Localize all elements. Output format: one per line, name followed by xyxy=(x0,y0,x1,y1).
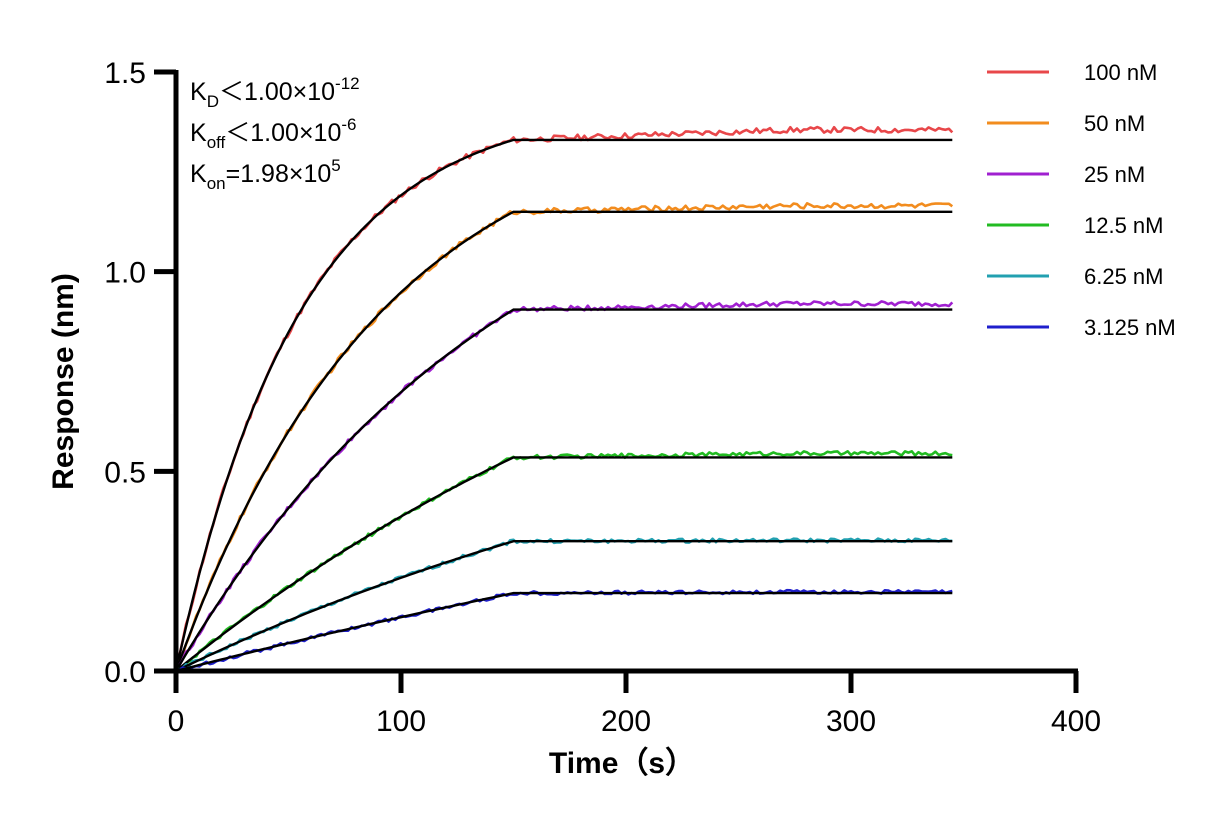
legend-item: 50 nM xyxy=(987,111,1145,136)
kinetics-annotation: Koff＜1.00×10-6 xyxy=(190,115,356,152)
legend-item: 25 nM xyxy=(987,162,1145,187)
legend: 100 nM 50 nM 25 nM 12.5 nM 6.25 nM 3.125 nM xyxy=(987,60,1176,340)
axes-layer: 0 100 200 300 400 0.0 0.5 1.0 1.5 xyxy=(104,57,1101,738)
legend-item: 12.5 nM xyxy=(987,213,1164,238)
legend-label: 6.25 nM xyxy=(1084,264,1164,289)
legend-label: 25 nM xyxy=(1084,162,1145,187)
curves-layer xyxy=(174,125,954,673)
data-series-line xyxy=(175,450,953,673)
fit-line xyxy=(174,308,953,672)
data-series-line xyxy=(174,300,954,672)
fit-line xyxy=(174,210,953,672)
x-tick-label: 200 xyxy=(601,705,651,738)
kinetics-annotation: KD＜1.00×10-12 xyxy=(190,74,360,111)
fit-line xyxy=(175,540,953,673)
legend-label: 3.125 nM xyxy=(1084,315,1176,340)
y-axis-title: Response (nm) xyxy=(47,273,80,490)
y-tick-label: 0.0 xyxy=(104,656,146,689)
x-tick-label: 300 xyxy=(826,705,876,738)
y-tick-label: 1.0 xyxy=(104,257,146,290)
data-series-line xyxy=(175,588,953,673)
legend-label: 12.5 nM xyxy=(1084,213,1164,238)
fit-line xyxy=(175,456,953,672)
data-series-line xyxy=(175,537,953,673)
fit-line xyxy=(174,138,953,672)
x-tick-label: 100 xyxy=(376,705,426,738)
data-series-line xyxy=(174,202,954,672)
data-series-line xyxy=(174,125,954,672)
fit-line xyxy=(175,591,953,673)
x-axis-title: Time（s） xyxy=(549,746,695,780)
annotation-block: KD＜1.00×10-12 Koff＜1.00×10-6 Kon=1.98×105 xyxy=(190,74,360,193)
legend-label: 100 nM xyxy=(1084,60,1157,85)
x-tick-label: 400 xyxy=(1051,705,1101,738)
kinetics-annotation: Kon=1.98×105 xyxy=(190,156,341,193)
x-tick-label: 0 xyxy=(168,705,185,738)
legend-item: 6.25 nM xyxy=(987,264,1164,289)
legend-item: 3.125 nM xyxy=(987,315,1176,340)
y-tick-label: 1.5 xyxy=(104,57,146,90)
legend-label: 50 nM xyxy=(1084,111,1145,136)
y-tick-label: 0.5 xyxy=(104,456,146,489)
legend-item: 100 nM xyxy=(987,60,1157,85)
